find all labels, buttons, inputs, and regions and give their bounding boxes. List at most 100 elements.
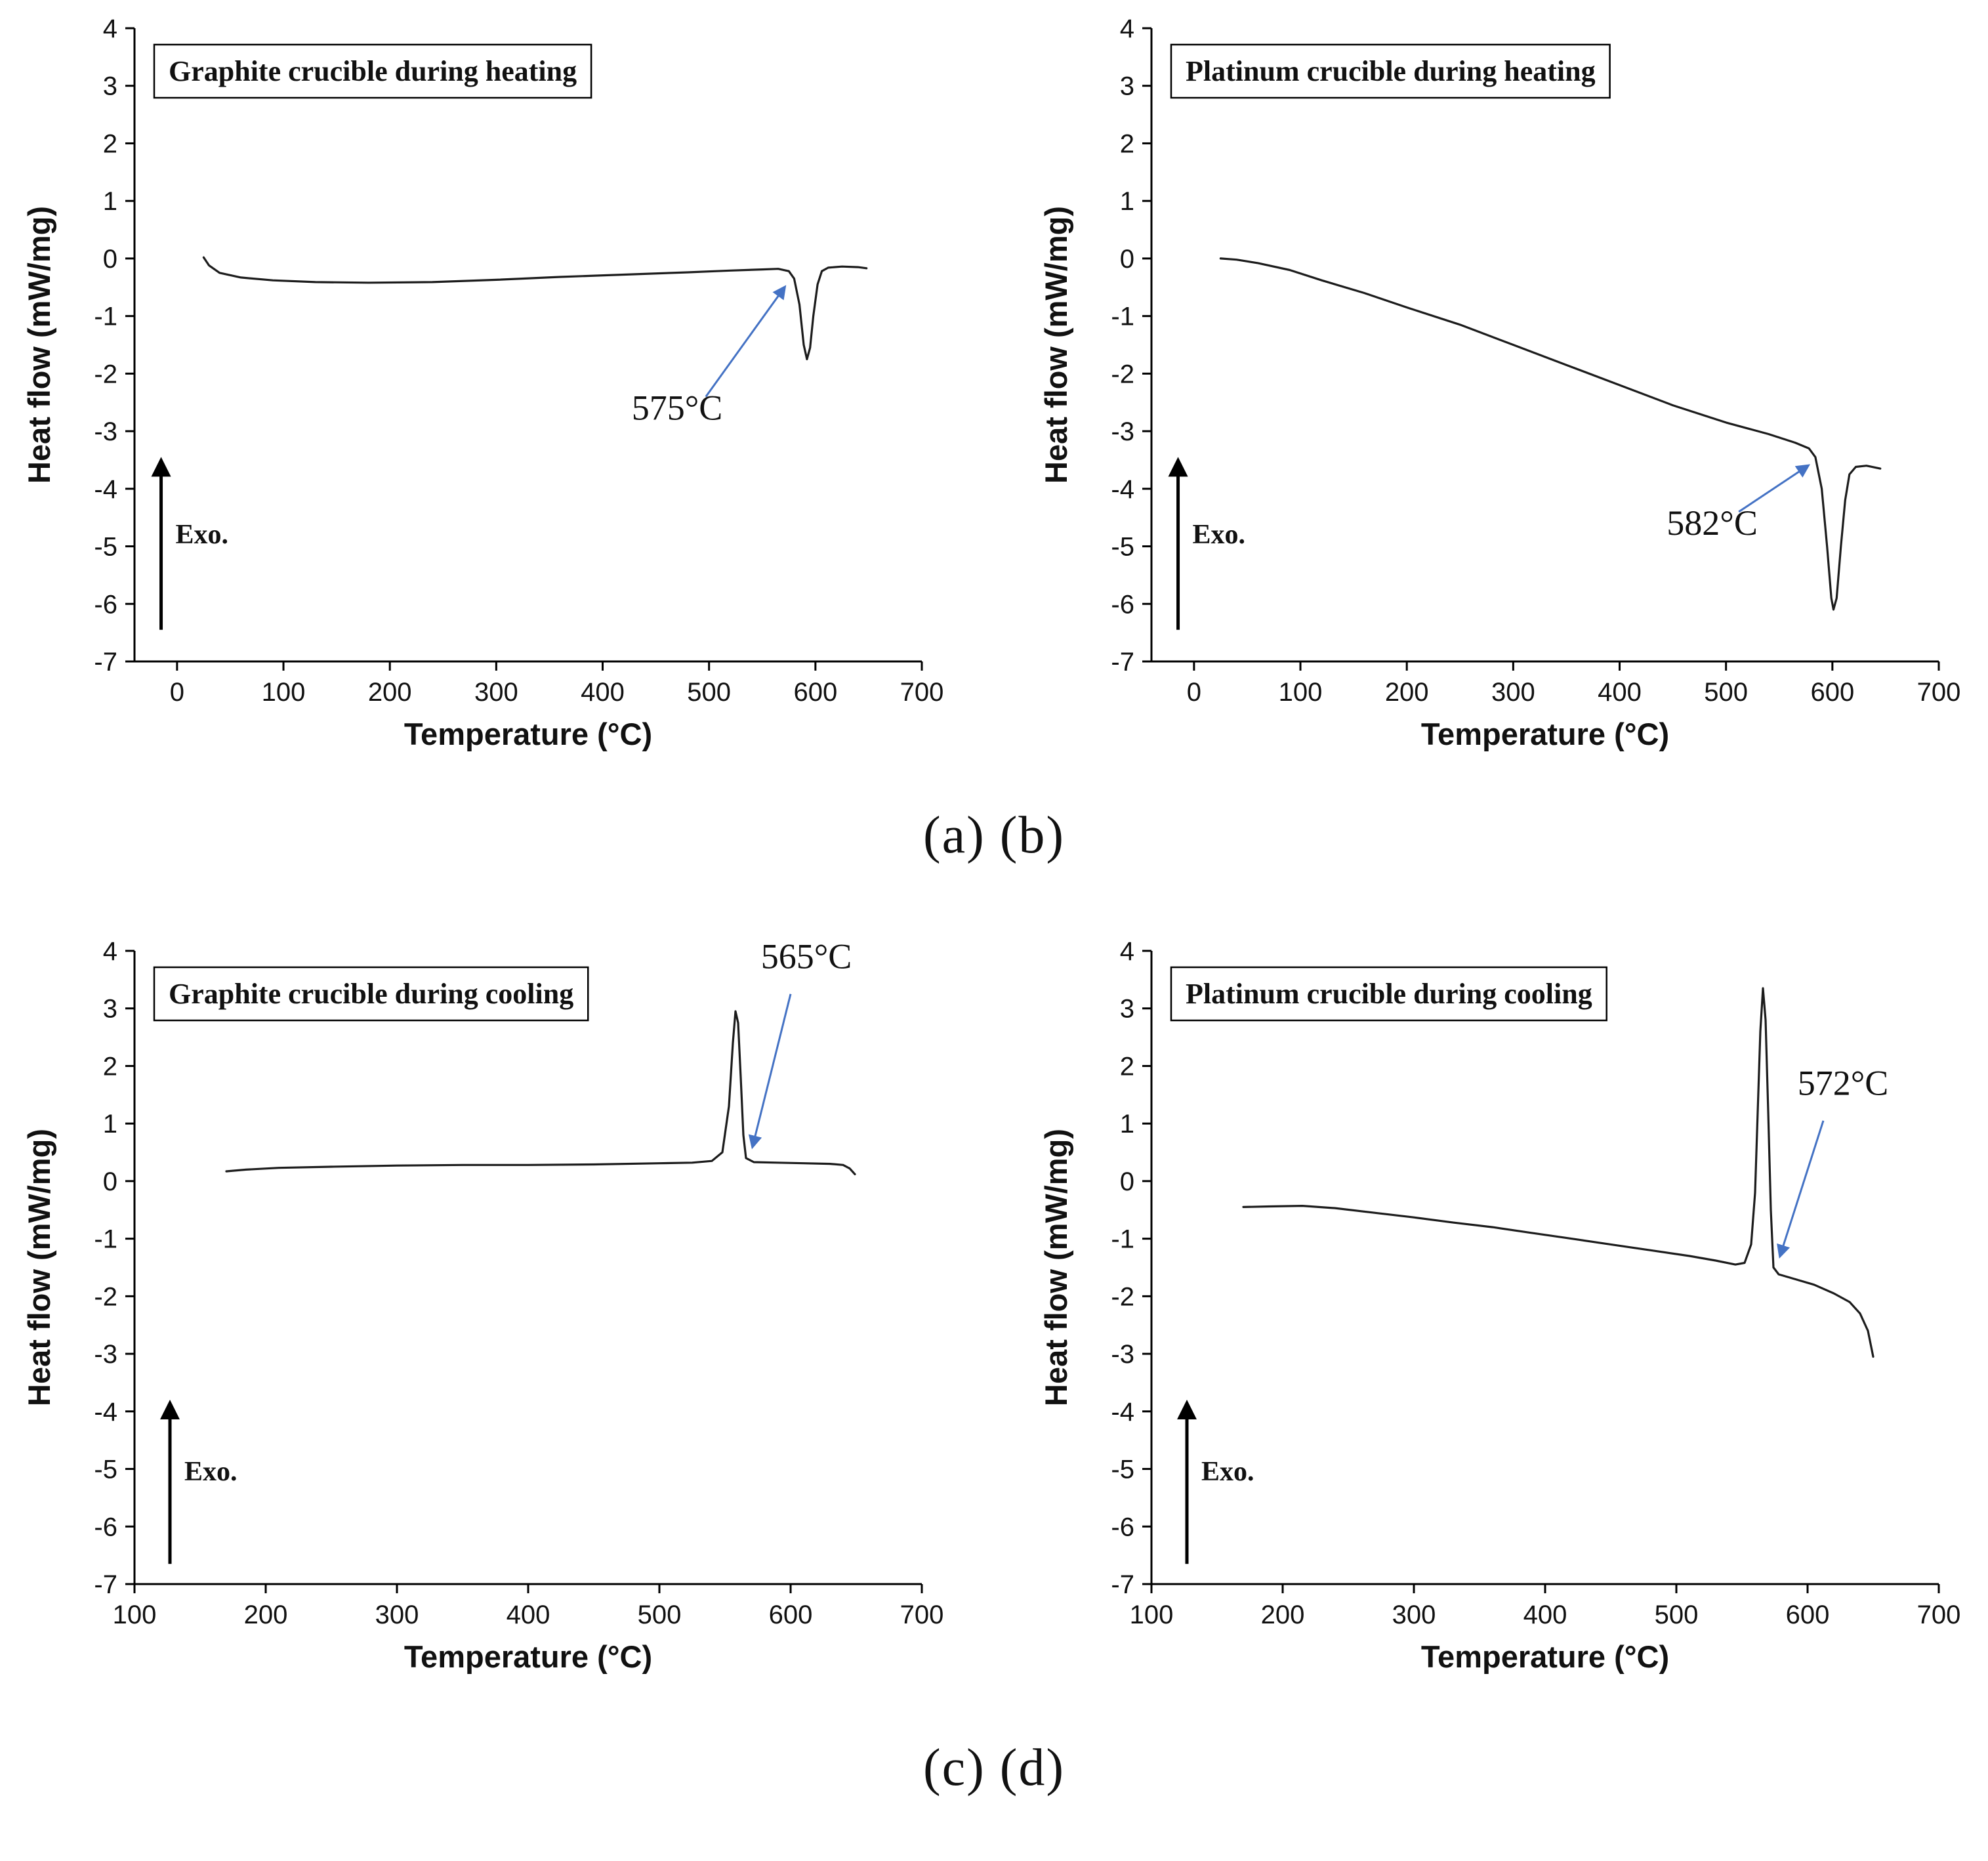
svg-text:3: 3 [1120, 995, 1134, 1024]
chart-graphite-heating: 0 100 200 300 400 500 600 700 -7 -6 -5 -4 -3 -2 -1 0 1 2 3… [20, 5, 951, 770]
svg-text:3: 3 [103, 72, 117, 101]
svg-text:0: 0 [170, 678, 184, 707]
chart-canvas-platinum-heating: 0 100 200 300 400 500 600 700 -7 -6 -5 -4 -3 -2 -1 0 1 2 3… [1039, 14, 1961, 751]
svg-text:400: 400 [1598, 678, 1642, 707]
svg-text:Platinum crucible during heati: Platinum crucible during heating [1186, 55, 1596, 87]
svg-text:-4: -4 [1111, 475, 1134, 504]
svg-text:-4: -4 [94, 475, 117, 504]
svg-text:2: 2 [103, 1052, 117, 1081]
svg-text:Exo.: Exo. [1193, 520, 1246, 550]
svg-text:0: 0 [1187, 678, 1201, 707]
svg-text:-6: -6 [1111, 1513, 1134, 1541]
svg-text:575°C: 575°C [632, 388, 723, 428]
svg-text:Heat flow (mW/mg): Heat flow (mW/mg) [1039, 206, 1073, 484]
svg-text:-7: -7 [1111, 1570, 1134, 1599]
svg-text:700: 700 [900, 678, 944, 707]
svg-text:200: 200 [368, 678, 412, 707]
svg-text:2: 2 [1120, 1052, 1134, 1081]
charts-row-bottom: 100 200 300 400 500 600 700 -7 -6 -5 -4 -3 -2 -1 0 1 2 3 4… [0, 928, 1988, 1692]
svg-text:4: 4 [1120, 14, 1134, 43]
chart-canvas-platinum-cooling: 100 200 300 400 500 600 700 -7 -6 -5 -4 -3 -2 -1 0 1 2 3 4… [1039, 937, 1961, 1674]
svg-text:572°C: 572°C [1798, 1063, 1889, 1102]
svg-text:100: 100 [262, 678, 306, 707]
chart-graphite-cooling: 100 200 300 400 500 600 700 -7 -6 -5 -4 -3 -2 -1 0 1 2 3 4… [20, 928, 951, 1692]
svg-text:Graphite crucible during cooli: Graphite crucible during cooling [169, 978, 573, 1010]
svg-text:600: 600 [769, 1600, 813, 1629]
svg-text:100: 100 [1130, 1600, 1174, 1629]
svg-text:1: 1 [103, 1110, 117, 1139]
svg-text:2: 2 [1120, 129, 1134, 158]
svg-text:-4: -4 [94, 1398, 117, 1427]
svg-text:1: 1 [103, 187, 117, 216]
svg-text:0: 0 [1120, 245, 1134, 274]
svg-text:Temperature (°C): Temperature (°C) [404, 717, 652, 751]
svg-text:700: 700 [1917, 1600, 1961, 1629]
svg-text:500: 500 [687, 678, 731, 707]
svg-text:1: 1 [1120, 187, 1134, 216]
svg-text:Heat flow (mW/mg): Heat flow (mW/mg) [22, 206, 56, 484]
svg-text:400: 400 [507, 1600, 550, 1629]
chart-platinum-heating: 0 100 200 300 400 500 600 700 -7 -6 -5 -4 -3 -2 -1 0 1 2 3… [1037, 5, 1968, 770]
svg-text:-5: -5 [94, 1455, 117, 1484]
svg-text:-6: -6 [1111, 590, 1134, 619]
svg-text:600: 600 [1810, 678, 1854, 707]
svg-text:Temperature (°C): Temperature (°C) [404, 1639, 652, 1674]
svg-text:Exo.: Exo. [1201, 1457, 1254, 1487]
svg-text:-1: -1 [94, 1225, 117, 1254]
svg-text:0: 0 [1120, 1167, 1134, 1196]
svg-text:-1: -1 [1111, 1225, 1134, 1254]
svg-text:-5: -5 [94, 533, 117, 562]
svg-text:-1: -1 [94, 303, 117, 331]
svg-text:600: 600 [793, 678, 837, 707]
svg-text:Graphite crucible during heati: Graphite crucible during heating [169, 55, 577, 87]
svg-text:-3: -3 [94, 417, 117, 446]
caption-cd: (c) (d) [922, 1739, 1066, 1797]
svg-text:-6: -6 [94, 590, 117, 619]
svg-text:Temperature (°C): Temperature (°C) [1421, 717, 1669, 751]
svg-text:582°C: 582°C [1667, 503, 1758, 543]
svg-text:4: 4 [103, 14, 117, 43]
svg-text:Heat flow (mW/mg): Heat flow (mW/mg) [1039, 1129, 1073, 1406]
svg-text:-2: -2 [1111, 360, 1134, 388]
svg-text:100: 100 [1279, 678, 1323, 707]
svg-text:-4: -4 [1111, 1398, 1134, 1427]
svg-text:-6: -6 [94, 1513, 117, 1541]
svg-text:500: 500 [1704, 678, 1748, 707]
svg-text:Exo.: Exo. [184, 1457, 238, 1487]
svg-text:-5: -5 [1111, 533, 1134, 562]
svg-text:-2: -2 [1111, 1282, 1134, 1311]
svg-text:0: 0 [103, 1167, 117, 1196]
svg-text:500: 500 [1655, 1600, 1699, 1629]
svg-text:-7: -7 [94, 1570, 117, 1599]
svg-text:400: 400 [581, 678, 625, 707]
charts-row-top: 0 100 200 300 400 500 600 700 -7 -6 -5 -4 -3 -2 -1 0 1 2 3… [0, 5, 1988, 770]
svg-text:Exo.: Exo. [176, 520, 229, 550]
svg-text:-3: -3 [1111, 1340, 1134, 1369]
svg-text:200: 200 [1385, 678, 1429, 707]
caption-ab: (a) (b) [922, 806, 1066, 864]
svg-text:-3: -3 [94, 1340, 117, 1369]
svg-text:Temperature (°C): Temperature (°C) [1421, 1639, 1669, 1674]
svg-text:700: 700 [1917, 678, 1961, 707]
svg-text:300: 300 [1491, 678, 1535, 707]
svg-text:Heat flow (mW/mg): Heat flow (mW/mg) [22, 1129, 56, 1406]
svg-text:200: 200 [244, 1600, 288, 1629]
svg-text:1: 1 [1120, 1110, 1134, 1139]
svg-text:3: 3 [1120, 72, 1134, 101]
svg-text:-2: -2 [94, 1282, 117, 1311]
svg-text:-2: -2 [94, 360, 117, 388]
svg-text:565°C: 565°C [761, 936, 852, 976]
svg-text:300: 300 [1392, 1600, 1436, 1629]
svg-text:400: 400 [1523, 1600, 1567, 1629]
svg-text:300: 300 [375, 1600, 419, 1629]
chart-canvas-graphite-heating: 0 100 200 300 400 500 600 700 -7 -6 -5 -4 -3 -2 -1 0 1 2 3… [22, 14, 944, 751]
svg-text:-1: -1 [1111, 303, 1134, 331]
svg-text:-5: -5 [1111, 1455, 1134, 1484]
svg-text:700: 700 [900, 1600, 944, 1629]
svg-text:4: 4 [103, 937, 117, 966]
svg-text:300: 300 [474, 678, 518, 707]
svg-text:500: 500 [638, 1600, 682, 1629]
svg-text:600: 600 [1786, 1600, 1830, 1629]
svg-text:-3: -3 [1111, 417, 1134, 446]
